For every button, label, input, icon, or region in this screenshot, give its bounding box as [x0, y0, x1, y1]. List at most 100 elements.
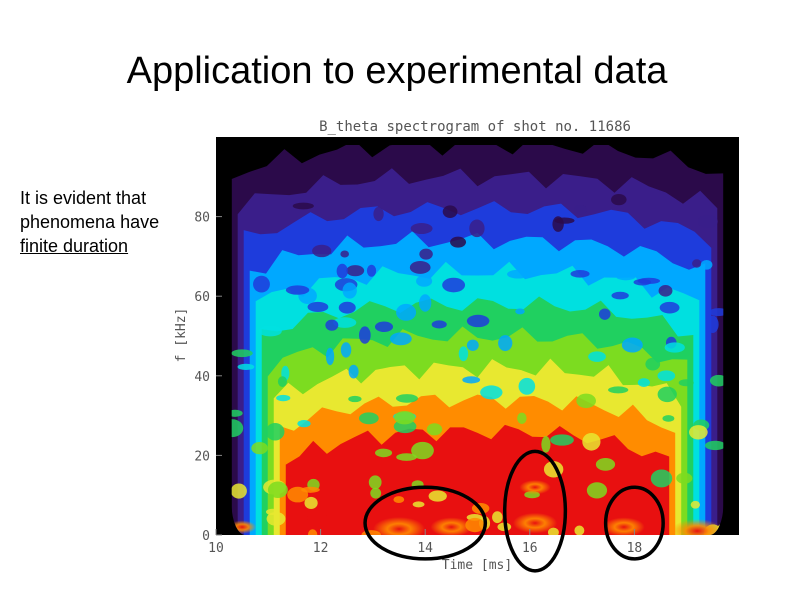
- spectral-blob: [307, 529, 318, 535]
- spectral-blob: [576, 393, 596, 409]
- spectral-blob: [231, 349, 253, 358]
- spectral-band: [285, 424, 670, 535]
- spectral-blob: [373, 206, 384, 222]
- spectral-blob: [621, 337, 643, 353]
- spectral-blob: [297, 420, 311, 428]
- spectral-blob: [442, 205, 458, 218]
- spectral-blob: [237, 363, 255, 370]
- highlight-ellipse-2: [502, 449, 568, 573]
- spectral-blob: [466, 314, 490, 328]
- spectral-blob: [325, 319, 339, 331]
- y-tick-label: 60: [194, 290, 210, 305]
- spectral-blob: [287, 263, 300, 270]
- spectral-blob: [410, 223, 433, 234]
- spectral-blob: [419, 294, 432, 312]
- spectral-blob: [541, 436, 551, 453]
- spectral-blob: [368, 475, 382, 490]
- spectral-blob: [359, 412, 379, 425]
- x-tick-label: 12: [313, 541, 329, 556]
- spectral-blob: [312, 244, 332, 258]
- spectral-blob: [273, 263, 288, 280]
- spectral-blob: [469, 219, 485, 238]
- spectral-blob: [658, 284, 673, 297]
- spectral-blob: [689, 425, 708, 440]
- spectral-blob: [697, 214, 718, 229]
- spectral-blob: [359, 326, 371, 344]
- spectral-blob: [338, 301, 356, 314]
- spectral-blob: [709, 308, 724, 317]
- hot-spot: [519, 480, 551, 495]
- spectral-blob: [306, 514, 331, 522]
- spectral-blob: [664, 342, 685, 353]
- spectral-blob: [650, 469, 673, 488]
- x-axis-label: Time [ms]: [442, 558, 512, 573]
- side-note-line-2: phenomena have: [20, 212, 160, 232]
- spectral-blob: [307, 301, 329, 313]
- spectral-blob: [366, 264, 377, 277]
- spectral-blob: [389, 332, 412, 346]
- spectral-blob: [325, 347, 335, 366]
- spectral-blob: [439, 502, 457, 517]
- spectral-blob: [374, 448, 393, 458]
- spectral-blob: [285, 285, 310, 295]
- spectral-blob: [419, 248, 433, 260]
- hot-spot: [603, 517, 645, 535]
- slide-title: Application to experimental data: [126, 50, 668, 92]
- spectral-blob: [633, 278, 652, 286]
- spectral-blob: [692, 259, 702, 268]
- spectral-blob: [588, 351, 606, 362]
- x-tick-label: 18: [627, 541, 643, 556]
- spectral-blob: [348, 395, 362, 403]
- spectral-blob: [598, 308, 611, 320]
- y-tick-label: 20: [194, 449, 210, 464]
- spectral-blob: [370, 487, 382, 499]
- spectral-blob: [595, 458, 616, 471]
- spectral-blob: [616, 273, 636, 281]
- spectral-blob: [611, 291, 629, 300]
- spectral-blob: [662, 415, 675, 422]
- spectral-blob: [709, 374, 724, 387]
- spectral-blob: [396, 453, 417, 461]
- spectral-blob: [554, 217, 575, 224]
- spectral-blob: [498, 335, 513, 352]
- y-tick-label: 40: [194, 370, 210, 385]
- spectral-blob: [342, 282, 357, 299]
- side-note-line-3: finite duration: [20, 236, 129, 256]
- spectral-blob: [657, 370, 676, 382]
- side-note-line-1: It is evident that: [20, 188, 147, 208]
- spectral-blob: [416, 275, 433, 287]
- hot-spot: [373, 517, 426, 535]
- spectral-blob: [517, 412, 527, 424]
- spectral-blob: [518, 377, 536, 395]
- spectral-blob: [507, 269, 530, 279]
- spectral-blob: [428, 490, 447, 502]
- spectral-blob: [333, 317, 357, 328]
- highlight-ellipse-1: [363, 485, 488, 561]
- spectral-blob: [582, 432, 601, 451]
- spectral-blob: [394, 410, 416, 425]
- spectral-blob: [570, 270, 590, 278]
- chart-title: B_theta spectrogram of shot no. 11686: [319, 119, 631, 135]
- hot-spot: [671, 519, 724, 535]
- spectral-blob: [304, 496, 318, 510]
- spectral-blob: [374, 321, 394, 332]
- spectral-blob: [637, 378, 650, 387]
- spectral-blob: [550, 434, 574, 446]
- spectral-blob: [704, 440, 724, 451]
- spectral-blob: [492, 511, 503, 524]
- spectral-blob: [340, 342, 352, 358]
- spectral-blob: [426, 423, 443, 436]
- spectral-blob: [480, 385, 503, 400]
- spectral-blob: [231, 483, 247, 499]
- spectral-blob: [231, 419, 244, 438]
- spectral-blob: [393, 496, 405, 503]
- spectral-blob: [678, 379, 694, 387]
- x-tick-label: 16: [522, 541, 538, 556]
- spectral-blob: [340, 250, 349, 258]
- spectral-blob: [657, 386, 677, 403]
- spectral-blob: [462, 376, 481, 384]
- spectral-blob: [231, 409, 243, 417]
- hot-spot: [512, 512, 558, 534]
- spectral-blob: [573, 204, 587, 215]
